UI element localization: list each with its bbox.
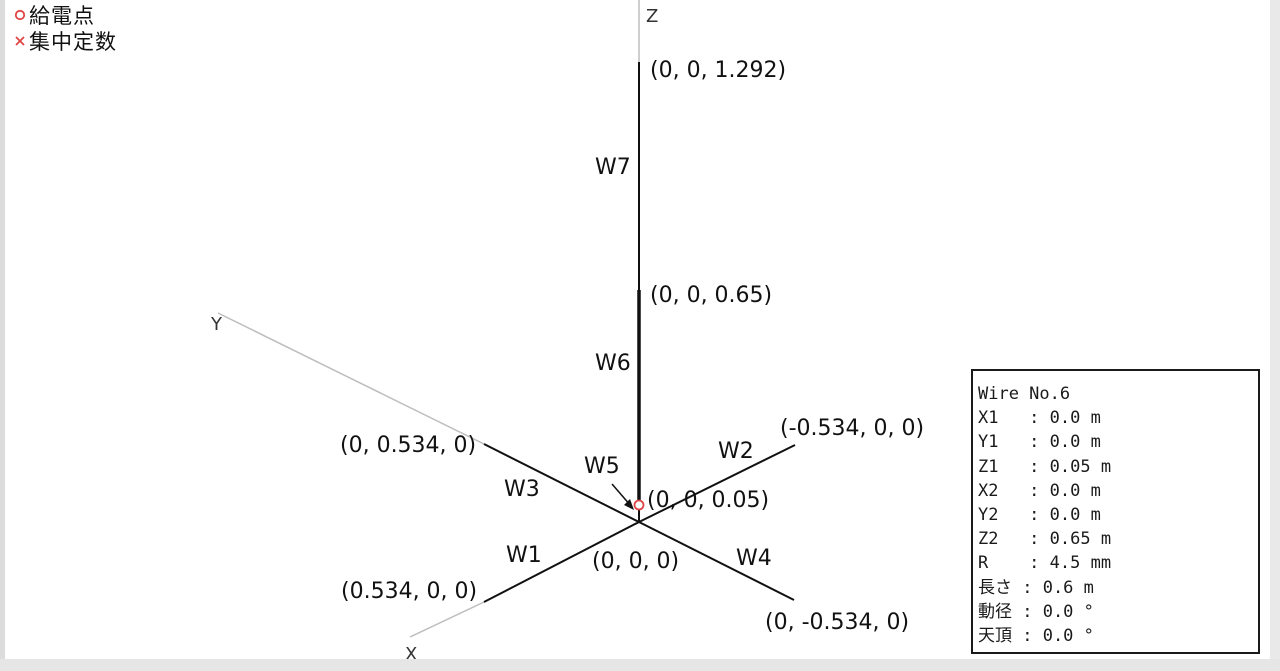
y-axis-line bbox=[217, 312, 485, 445]
wire-w1[interactable] bbox=[483, 521, 640, 603]
antenna-3d-plot: Z Y X W7 W6 W5 W2 W3 W1 W4 (0, 0, 1.292)… bbox=[210, 0, 924, 659]
info-x1: X1 : 0.0 m bbox=[978, 408, 1101, 429]
feed-point-circle-icon bbox=[14, 9, 26, 21]
legend-label-load: 集中定数 bbox=[29, 30, 117, 54]
y-axis-label: Y bbox=[210, 314, 223, 335]
wire-label-w7: W7 bbox=[595, 155, 631, 180]
wire-label-w2: W2 bbox=[718, 439, 754, 464]
coord-label-origin: (0, 0, 0) bbox=[592, 549, 679, 574]
legend: 給電点 集中定数 bbox=[13, 2, 117, 54]
wire-w2[interactable] bbox=[638, 444, 796, 523]
info-z1: Z1 : 0.05 m bbox=[978, 456, 1112, 477]
wire-label-w5: W5 bbox=[584, 454, 620, 479]
wire-label-w6: W6 bbox=[595, 351, 631, 376]
coord-label-plus-x: (0.534, 0, 0) bbox=[341, 579, 477, 604]
wire-label-w1: W1 bbox=[506, 543, 542, 568]
info-length: 長さ : 0.6 m bbox=[978, 577, 1094, 598]
wire-w4[interactable] bbox=[638, 521, 795, 601]
info-y1: Y1 : 0.0 m bbox=[978, 432, 1101, 453]
z-axis-label: Z bbox=[646, 6, 658, 27]
load-cross-icon bbox=[15, 36, 25, 46]
info-radius-angle: 動径 : 0.0 ° bbox=[978, 601, 1094, 622]
coord-label-mid: (0, 0, 0.65) bbox=[650, 283, 772, 308]
info-title: Wire No.6 bbox=[978, 384, 1071, 404]
coord-label-minus-x: (-0.534, 0, 0) bbox=[780, 416, 924, 441]
x-axis-line bbox=[409, 601, 485, 638]
legend-item-load: 集中定数 bbox=[13, 28, 117, 54]
info-r: R : 4.5 mm bbox=[978, 553, 1112, 574]
info-z2: Z2 : 0.65 m bbox=[978, 529, 1112, 550]
feed-point-marker[interactable] bbox=[633, 499, 645, 511]
horizontal-scrollbar[interactable] bbox=[0, 659, 1280, 671]
legend-label-feed-point: 給電点 bbox=[29, 4, 95, 28]
vertical-scrollbar[interactable] bbox=[1270, 0, 1280, 659]
info-zenith: 天頂 : 0.0 ° bbox=[978, 625, 1094, 646]
wire-info-panel: Wire No.6 X1 : 0.0 m Y1 : 0.0 m Z1 : 0.0… bbox=[971, 369, 1260, 654]
antenna-view-canvas[interactable]: Z Y X W7 W6 W5 W2 W3 W1 W4 (0, 0, 1.292)… bbox=[5, 0, 1270, 659]
w5-pointer-arrowhead bbox=[624, 499, 634, 510]
coord-label-feed: (0, 0, 0.05) bbox=[647, 488, 769, 513]
coord-label-minus-y: (0, -0.534, 0) bbox=[765, 610, 909, 635]
x-axis-label: X bbox=[405, 644, 417, 659]
wire-label-w3: W3 bbox=[504, 477, 540, 502]
legend-item-feed-point: 給電点 bbox=[13, 2, 117, 28]
coord-label-plus-y: (0, 0.534, 0) bbox=[340, 433, 476, 458]
wire-label-w4: W4 bbox=[736, 546, 772, 571]
wire-w3[interactable] bbox=[483, 443, 640, 523]
coord-label-top: (0, 0, 1.292) bbox=[650, 58, 786, 83]
info-y2: Y2 : 0.0 m bbox=[978, 504, 1101, 525]
info-x2: X2 : 0.0 m bbox=[978, 480, 1101, 501]
